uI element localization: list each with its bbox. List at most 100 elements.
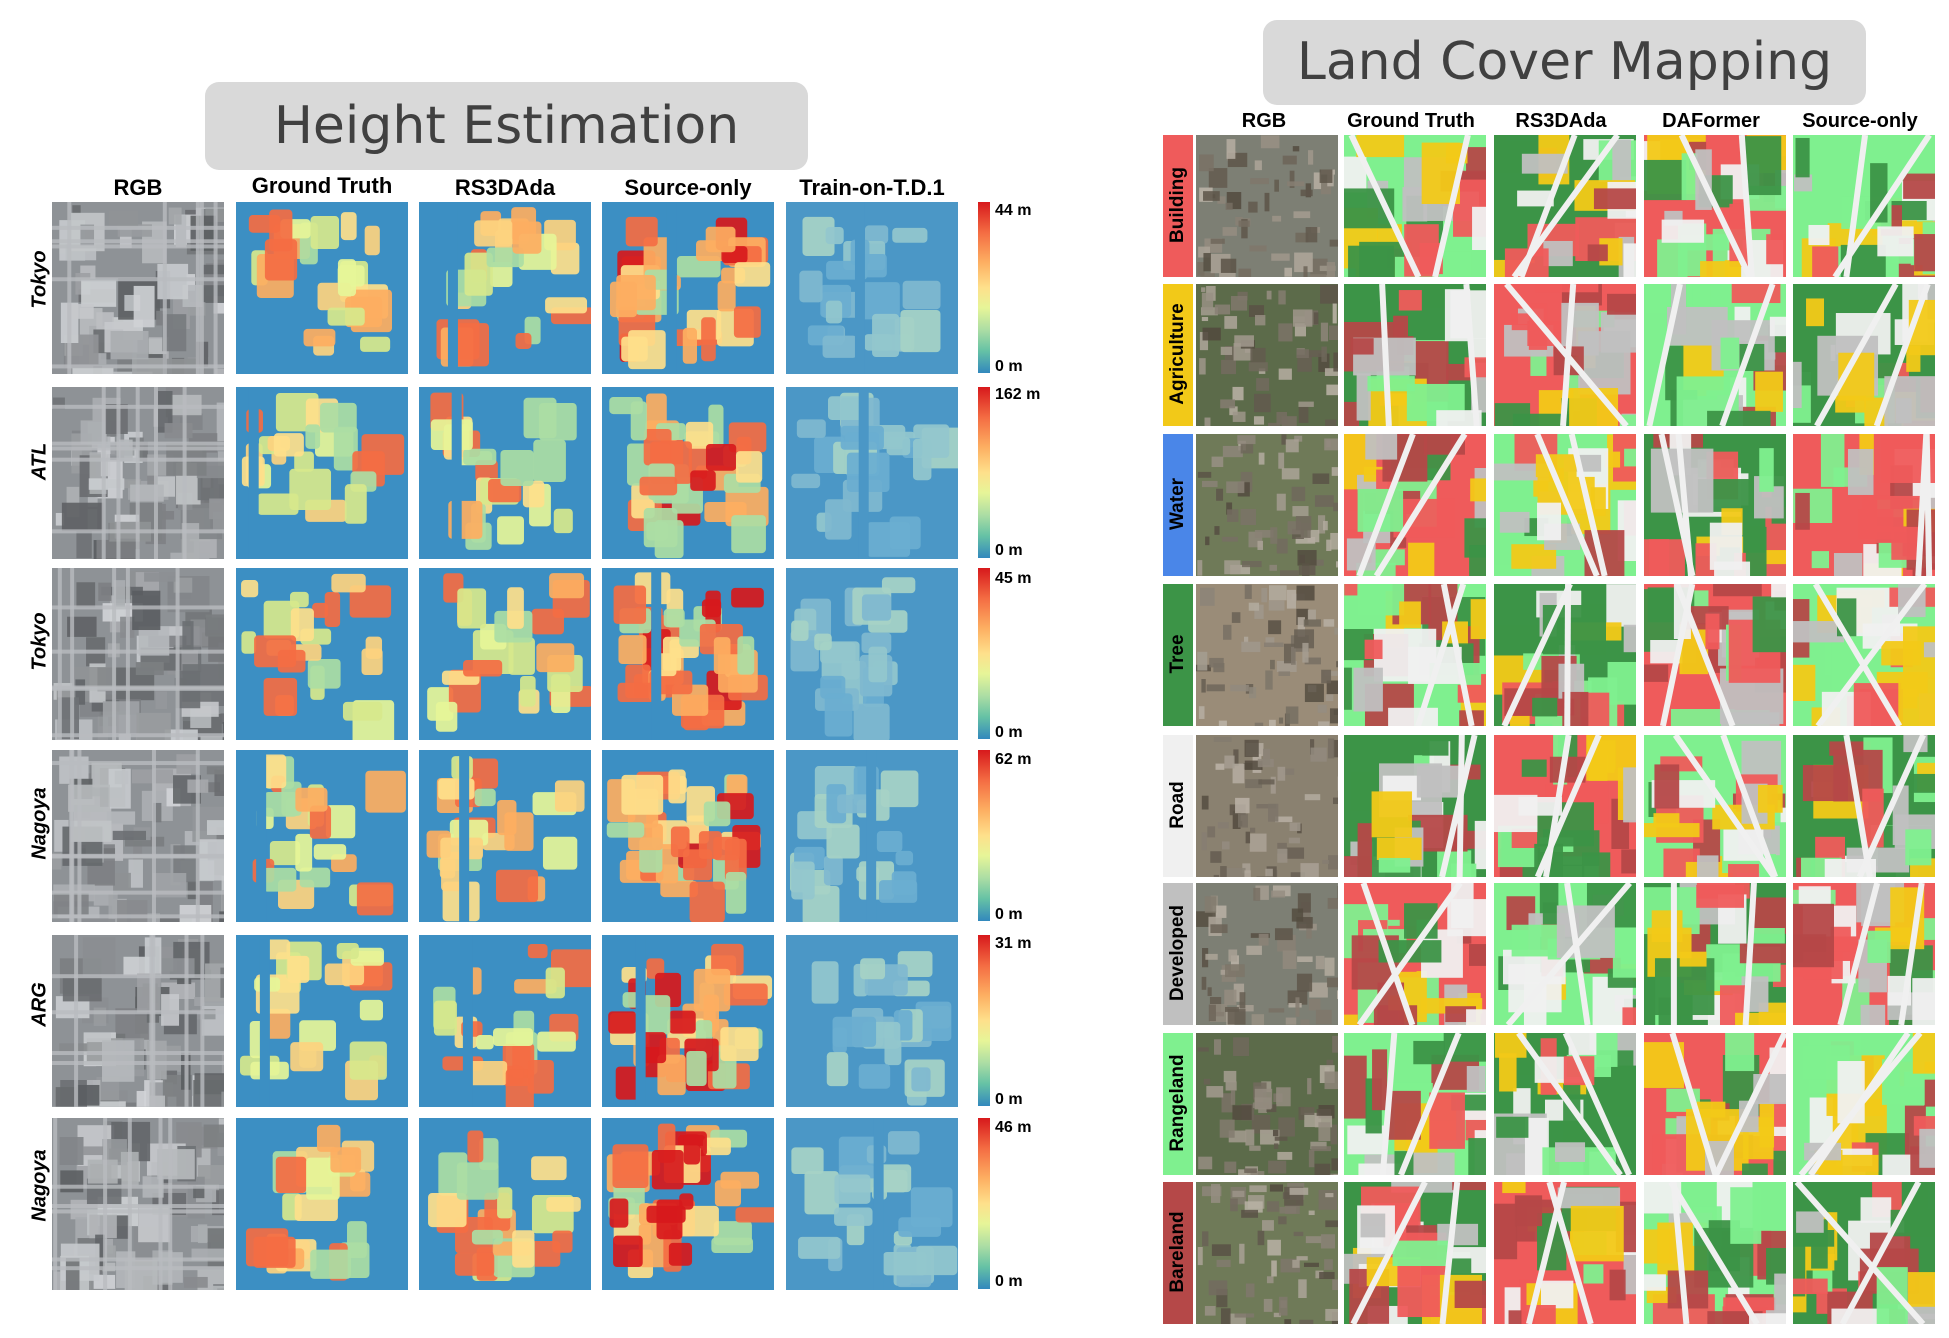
height-colorbar-min-4: 0 m: [995, 906, 1023, 923]
height-tile-row5-ground-truth: [236, 935, 408, 1107]
class-label-building: Building: [1167, 167, 1188, 243]
height-row-label-6: Nagoya: [28, 1149, 51, 1222]
class-bar-agriculture: [1163, 284, 1193, 426]
landcover-tile-row3-source-only: [1793, 434, 1935, 576]
height-colorbar-4: [978, 750, 990, 921]
height-tile-row2-source-only: [602, 387, 774, 559]
height-tile-row4-train-on-td1: [786, 750, 958, 922]
landcover-tile-row4-source-only: [1793, 584, 1935, 726]
height-colorbar-2: [978, 387, 990, 558]
height-tile-row3-ground-truth: [236, 568, 408, 740]
height-colorbar-6: [978, 1118, 990, 1289]
height-tile-row5-train-on-td1: [786, 935, 958, 1107]
height-tile-row5-source-only: [602, 935, 774, 1107]
height-colorbar-max-5: 31 m: [995, 935, 1032, 952]
landcover-tile-row4-daformer: [1644, 584, 1786, 726]
landcover-tile-row8-daformer: [1644, 1182, 1786, 1324]
height-tile-row4-rs3dada: [419, 750, 591, 922]
height-tile-row4-rgb: [52, 750, 224, 922]
landcover-tile-row7-daformer: [1644, 1033, 1786, 1175]
class-label-bareland: Bareland: [1167, 1211, 1188, 1293]
landcover-tile-row1-source-only: [1793, 135, 1935, 277]
landcover-tile-row8-rgb: [1196, 1182, 1338, 1324]
height-colorbar-max-4: 62 m: [995, 751, 1032, 768]
height-colorbar-min-6: 0 m: [995, 1273, 1023, 1290]
class-bar-water: [1163, 434, 1193, 576]
height-colorbar-max-6: 46 m: [995, 1119, 1032, 1136]
height-tile-row2-train-on-td1: [786, 387, 958, 559]
class-bar-building: [1163, 135, 1193, 277]
height-row-label-1: Tokyo: [28, 250, 51, 309]
landcover-tile-row1-rs3dada: [1494, 135, 1636, 277]
height-col-header-ground-truth: Ground Truth: [251, 173, 393, 198]
landcover-col-header-rs3dada: RS3DAda: [1515, 110, 1607, 132]
class-label-developed: Developed: [1167, 904, 1188, 1002]
height-tile-row1-rs3dada: [419, 202, 591, 374]
landcover-tile-row2-source-only: [1793, 284, 1935, 426]
class-bar-bareland: [1163, 1182, 1193, 1324]
landcover-tile-row6-source-only: [1793, 883, 1935, 1025]
landcover-col-header-rgb: RGB: [1241, 110, 1287, 132]
landcover-tile-row7-rs3dada: [1494, 1033, 1636, 1175]
height-tile-row2-rgb: [52, 387, 224, 559]
landcover-tile-row2-rs3dada: [1494, 284, 1636, 426]
landcover-tile-row8-source-only: [1793, 1182, 1935, 1324]
height-row-label-3: Tokyo: [28, 612, 51, 671]
landcover-tile-row5-source-only: [1793, 735, 1935, 877]
height-tile-row5-rs3dada: [419, 935, 591, 1107]
height-tile-row4-source-only: [602, 750, 774, 922]
landcover-tile-row5-ground-truth: [1344, 735, 1486, 877]
height-row-label-4: Nagoya: [28, 787, 51, 860]
landcover-tile-row7-source-only: [1793, 1033, 1935, 1175]
height-tile-row6-train-on-td1: [786, 1118, 958, 1290]
height-tile-row4-ground-truth: [236, 750, 408, 922]
height-tile-row3-source-only: [602, 568, 774, 740]
height-tile-row3-rs3dada: [419, 568, 591, 740]
landcover-tile-row2-daformer: [1644, 284, 1786, 426]
height-estimation-title: Height Estimation: [205, 82, 808, 170]
height-col-header-train-on-td1: Train-on-T.D.1: [799, 175, 945, 200]
landcover-tile-row8-ground-truth: [1344, 1182, 1486, 1324]
height-tile-row1-train-on-td1: [786, 202, 958, 374]
landcover-tile-row6-daformer: [1644, 883, 1786, 1025]
height-colorbar-min-3: 0 m: [995, 724, 1023, 741]
height-colorbar-3: [978, 568, 990, 739]
height-colorbar-min-1: 0 m: [995, 358, 1023, 375]
landcover-tile-row1-rgb: [1196, 135, 1338, 277]
height-col-header-rs3dada: RS3DAda: [454, 175, 556, 200]
height-tile-row1-ground-truth: [236, 202, 408, 374]
height-colorbar-1: [978, 202, 990, 373]
class-bar-rangeland: [1163, 1033, 1193, 1175]
landcover-tile-row6-rgb: [1196, 883, 1338, 1025]
land-cover-mapping-title: Land Cover Mapping: [1263, 20, 1866, 105]
class-bar-tree: [1163, 584, 1193, 726]
class-label-tree: Tree: [1167, 634, 1188, 674]
height-tile-row6-rgb: [52, 1118, 224, 1290]
landcover-tile-row2-rgb: [1196, 284, 1338, 426]
landcover-tile-row3-rgb: [1196, 434, 1338, 576]
class-label-water: Water: [1167, 477, 1188, 531]
height-tile-row6-ground-truth: [236, 1118, 408, 1290]
landcover-tile-row3-daformer: [1644, 434, 1786, 576]
height-colorbar-min-2: 0 m: [995, 542, 1023, 559]
height-col-header-rgb: RGB: [113, 175, 163, 200]
landcover-col-header-ground-truth: Ground Truth: [1347, 110, 1475, 132]
landcover-tile-row2-ground-truth: [1344, 284, 1486, 426]
landcover-tile-row5-rgb: [1196, 735, 1338, 877]
height-colorbar-5: [978, 935, 990, 1106]
height-row-label-2: ATL: [28, 442, 51, 481]
landcover-tile-row4-rgb: [1196, 584, 1338, 726]
landcover-tile-row6-rs3dada: [1494, 883, 1636, 1025]
landcover-tile-row1-ground-truth: [1344, 135, 1486, 277]
height-tile-row2-ground-truth: [236, 387, 408, 559]
landcover-tile-row5-daformer: [1644, 735, 1786, 877]
class-label-road: Road: [1167, 781, 1188, 829]
height-tile-row1-source-only: [602, 202, 774, 374]
landcover-tile-row7-ground-truth: [1344, 1033, 1486, 1175]
height-tile-row5-rgb: [52, 935, 224, 1107]
height-tile-row1-rgb: [52, 202, 224, 374]
height-colorbar-max-3: 45 m: [995, 570, 1032, 587]
class-bar-developed: [1163, 883, 1193, 1025]
class-label-agriculture: Agriculture: [1167, 303, 1188, 405]
landcover-tile-row4-ground-truth: [1344, 584, 1486, 726]
